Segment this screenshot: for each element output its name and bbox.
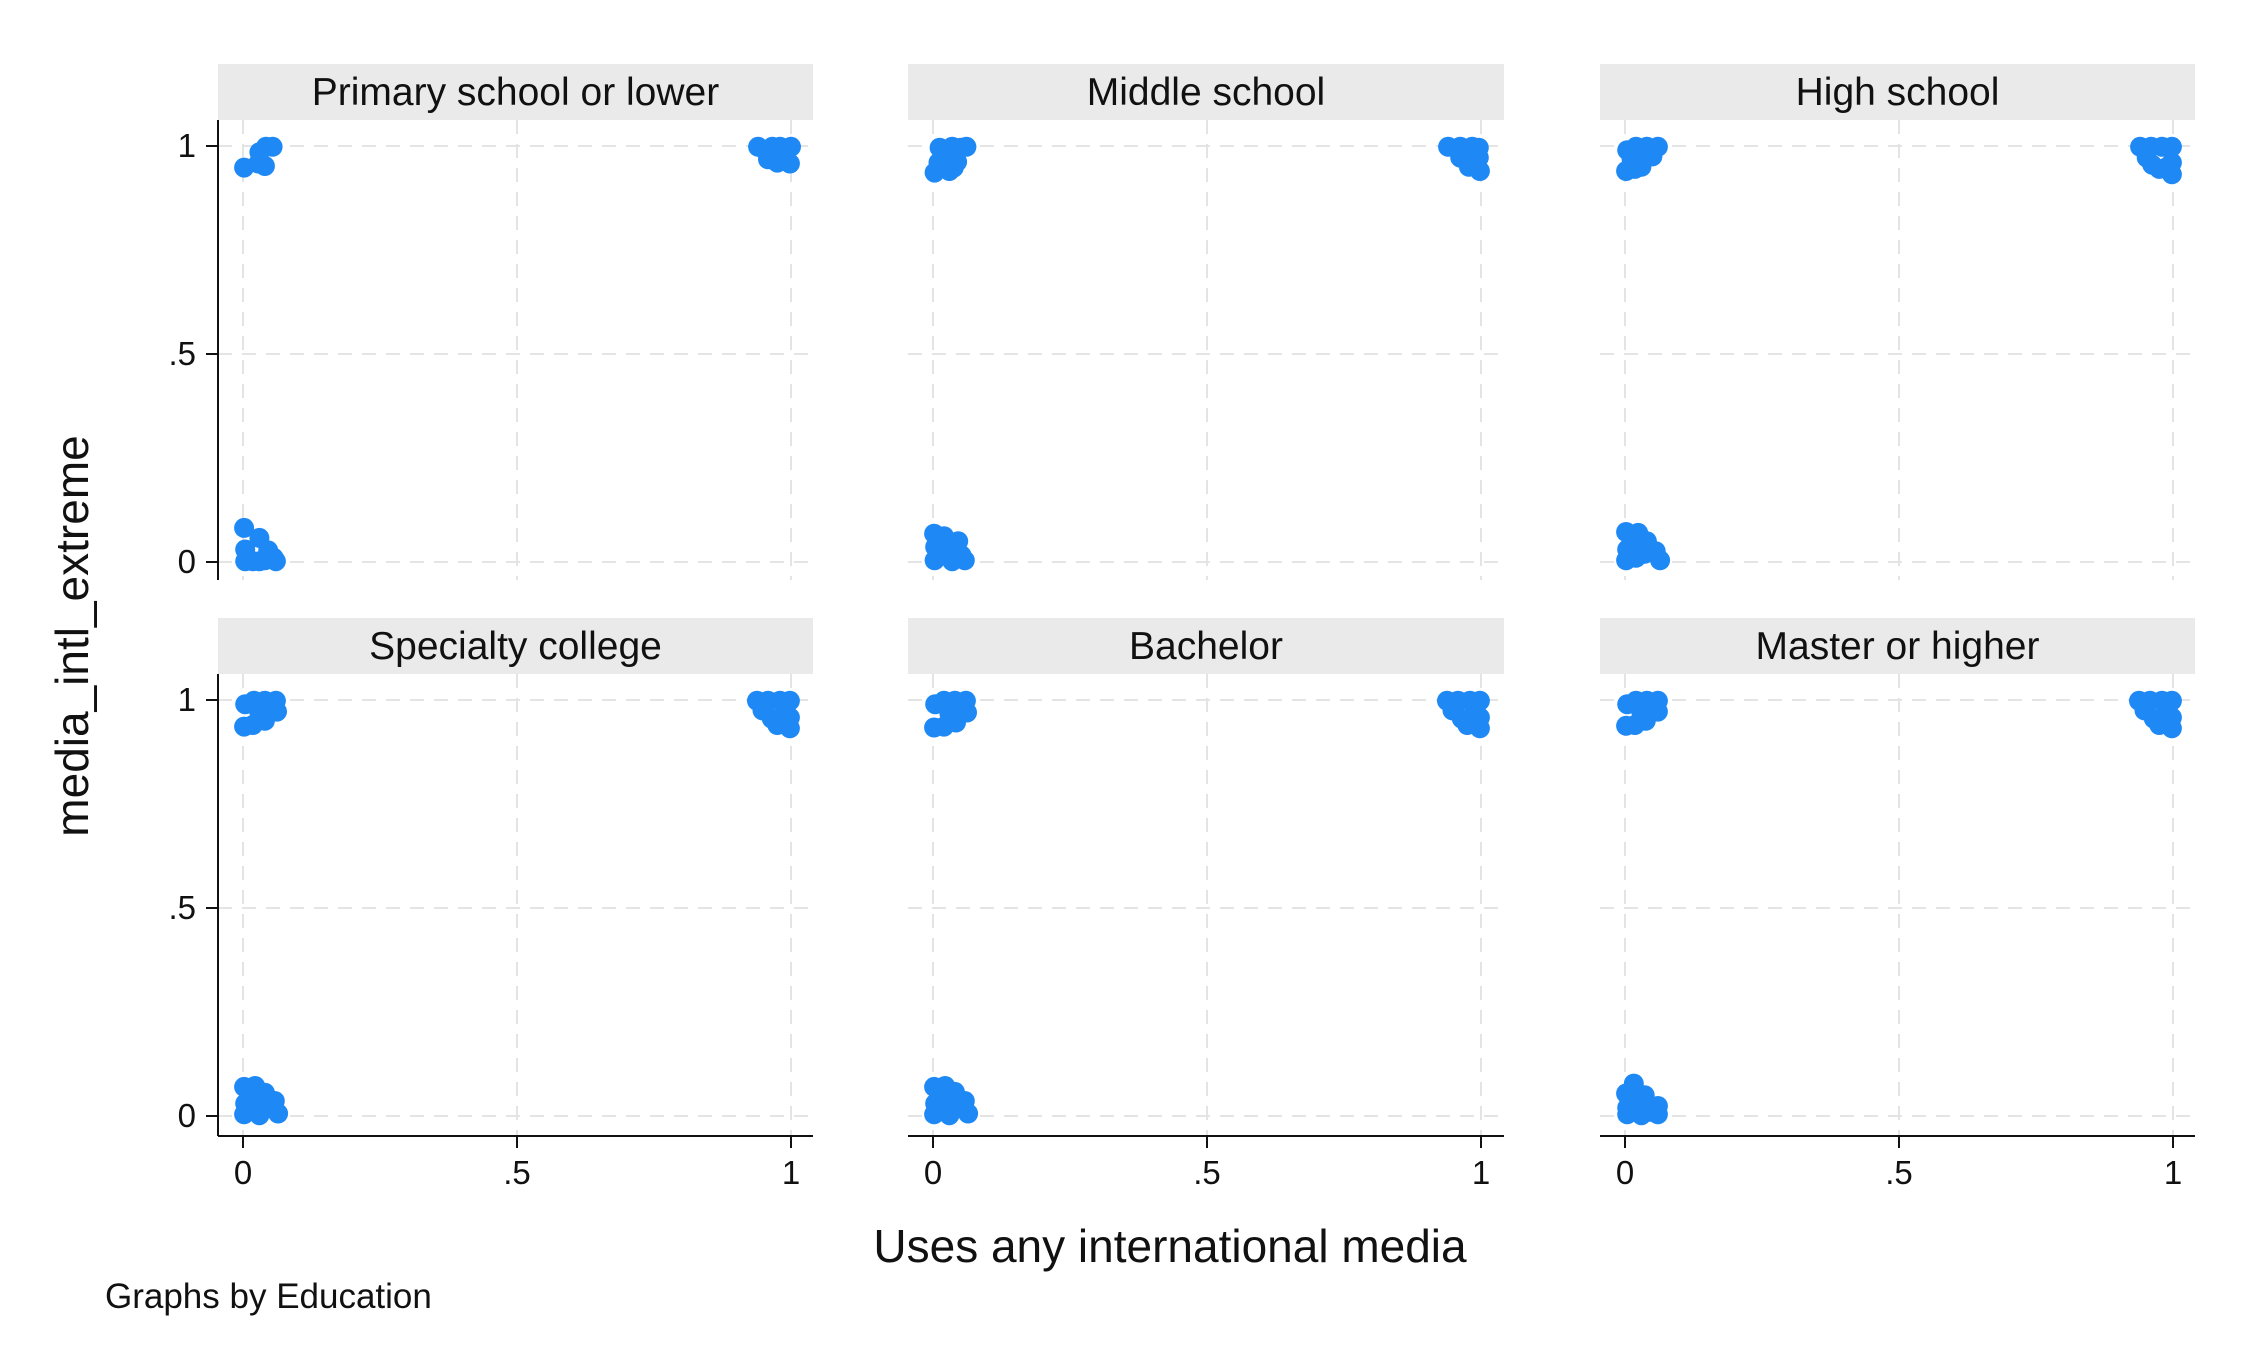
graphs-by-note: Graphs by Education: [105, 1277, 432, 1316]
panel-title: Specialty college: [369, 625, 662, 668]
data-point: [2156, 704, 2177, 725]
data-point: [779, 153, 800, 174]
x-tick-label: 1: [1472, 1154, 1490, 1191]
panel-title: Bachelor: [1129, 625, 1283, 668]
panel-header: [218, 64, 813, 120]
panel-header: [1600, 64, 2195, 120]
data-point: [781, 136, 801, 157]
panel-title: Master or higher: [1756, 625, 2040, 668]
y-tick-label: 1: [178, 681, 196, 718]
data-point: [1647, 1104, 1668, 1125]
data-point: [262, 136, 283, 157]
data-point: [956, 136, 977, 157]
data-point: [951, 696, 972, 717]
panel-header: [218, 618, 813, 674]
data-point: [260, 696, 281, 717]
data-point: [2157, 156, 2178, 177]
data-point: [1463, 149, 1484, 170]
data-point: [942, 551, 963, 572]
panel: Master or higher 0 .5 1: [1600, 618, 2195, 1191]
y-tick-label: .5: [168, 335, 196, 372]
y-axis-title: media_intl_extreme: [46, 435, 98, 836]
panel: Middle school: [908, 64, 1504, 580]
data-point: [240, 1089, 261, 1110]
panel-title: Primary school or lower: [312, 71, 719, 114]
y-tick-label: 1: [178, 127, 196, 164]
data-point: [1641, 696, 1662, 717]
data-point: [258, 1097, 279, 1118]
panel: Specialty college 0 .5 1 0 .5 1: [168, 618, 813, 1191]
data-point: [943, 157, 964, 178]
panel-header: [908, 64, 1504, 120]
y-tick-label: .5: [168, 889, 196, 926]
data-point: [948, 1097, 969, 1118]
x-axis-title: Uses any international media: [873, 1220, 1467, 1272]
x-tick-label: 0: [1616, 1154, 1634, 1191]
data-point: [948, 531, 969, 552]
data-point: [1621, 1093, 1642, 1114]
x-tick-label: .5: [503, 1154, 531, 1191]
data-point: [924, 1104, 945, 1125]
x-tick-label: 1: [2164, 1154, 2182, 1191]
data-point: [234, 517, 255, 538]
y-tick-label: 0: [178, 1097, 196, 1134]
x-tick-label: 0: [924, 1154, 942, 1191]
panel-title: High school: [1796, 71, 2000, 114]
data-point: [1464, 704, 1485, 725]
x-tick-label: .5: [1193, 1154, 1221, 1191]
panel: Primary school or lower 0 .5 1: [168, 64, 813, 580]
data-point: [1624, 158, 1645, 179]
data-point: [265, 551, 286, 572]
data-point: [234, 1104, 255, 1125]
data-point: [2161, 136, 2182, 157]
data-point: [774, 704, 795, 725]
panel-header: [1600, 618, 2195, 674]
panel-title: Middle school: [1087, 71, 1325, 114]
y-tick-label: 0: [178, 543, 196, 580]
x-tick-label: .5: [1885, 1154, 1913, 1191]
panel-grid: Primary school or lower 0 .5 1 Middle school…: [168, 64, 2195, 1191]
panel: Bachelor 0 .5 1: [908, 618, 1504, 1191]
data-point: [930, 1089, 951, 1110]
data-point: [1621, 535, 1642, 556]
panel-header: [908, 618, 1504, 674]
panel: High school: [1600, 64, 2195, 580]
data-point: [2142, 154, 2163, 175]
data-point: [1650, 550, 1671, 571]
x-tick-label: 1: [782, 1154, 800, 1191]
x-tick-label: 0: [234, 1154, 252, 1191]
